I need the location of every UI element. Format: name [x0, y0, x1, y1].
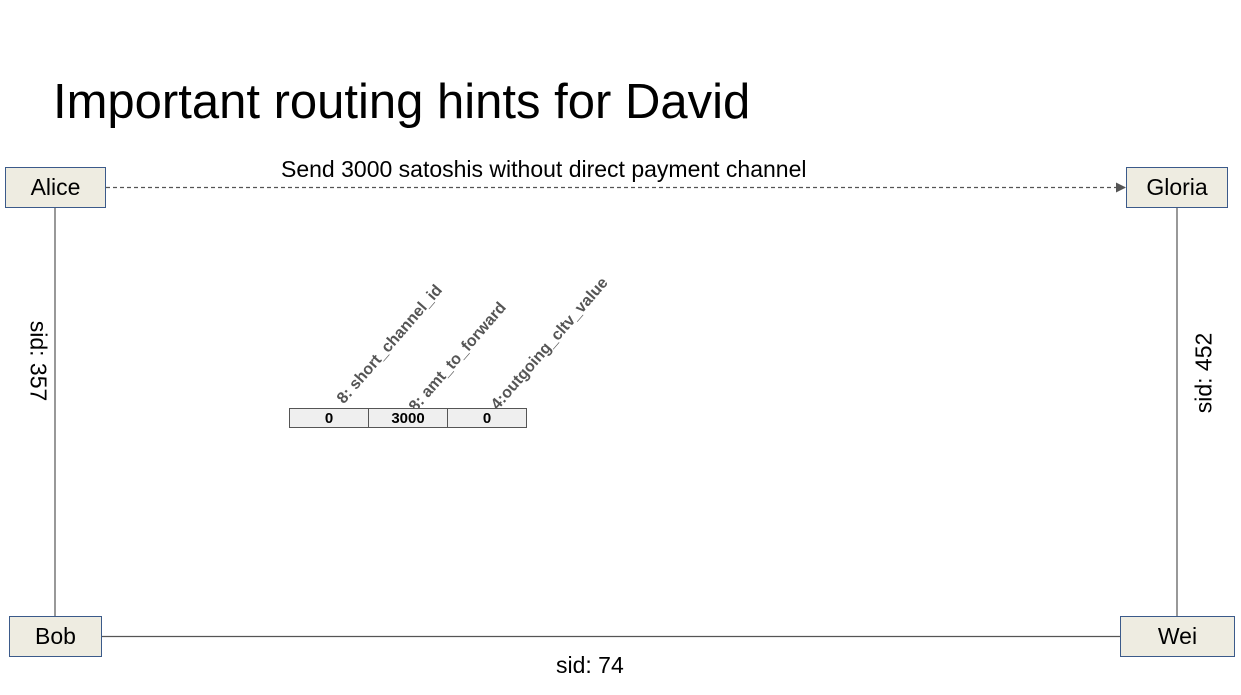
channel-id-alice-bob: sid: 357 — [25, 320, 52, 402]
node-alice: Alice — [5, 167, 106, 208]
field-value-amt-to-forward: 3000 — [368, 408, 448, 428]
page-title: Important routing hints for David — [53, 75, 751, 129]
channel-id-gloria-wei: sid: 452 — [1190, 332, 1217, 414]
node-bob: Bob — [9, 616, 102, 657]
field-value-short-channel-id: 0 — [289, 408, 369, 428]
channel-id-bob-wei: sid: 74 — [556, 652, 624, 678]
node-wei: Wei — [1120, 616, 1235, 657]
routing-hint-fields: 0 3000 0 — [289, 408, 527, 428]
node-gloria: Gloria — [1126, 167, 1228, 208]
send-payment-label: Send 3000 satoshis without direct paymen… — [281, 156, 807, 182]
field-value-outgoing-cltv-value: 0 — [447, 408, 527, 428]
